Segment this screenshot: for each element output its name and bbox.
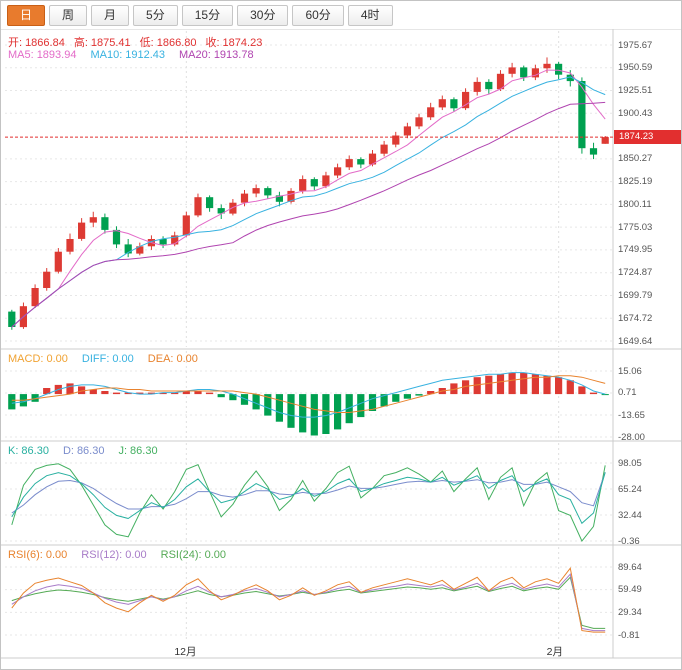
close-value: 收: 1874.23 bbox=[205, 37, 263, 49]
high-value: 高: 1875.41 bbox=[73, 37, 131, 49]
timeframe-tab-5min[interactable]: 5分 bbox=[133, 4, 178, 26]
macd-histogram bbox=[8, 372, 609, 436]
grid-lines bbox=[5, 31, 613, 641]
low-value: 低: 1866.80 bbox=[139, 37, 197, 49]
timeframe-toolbar: 日周月 5分 15分 30分 60分 4时 bbox=[1, 1, 681, 29]
rsi12-value: RSI(12): 0.00 bbox=[81, 549, 147, 561]
kdj-readout: K: 86.30 D: 86.30 J: 86.30 bbox=[8, 445, 158, 457]
macd-lines bbox=[11, 372, 606, 418]
timeframe-tab-15min[interactable]: 15分 bbox=[181, 4, 234, 26]
timeframe-tab-4hour[interactable]: 4时 bbox=[347, 4, 393, 26]
macd-value: MACD: 0.00 bbox=[8, 353, 68, 365]
d-value: D: 86.30 bbox=[62, 445, 105, 457]
ohlc-readout: 开: 1866.84 高: 1875.41 低: 1866.80 收: 1874.23 bbox=[8, 34, 262, 50]
timeframe-tab-60min[interactable]: 60分 bbox=[292, 4, 344, 26]
ma-lines bbox=[11, 69, 606, 328]
timeframe-tab-week[interactable]: 周 bbox=[49, 4, 88, 26]
ma5-value: MA5: 1893.94 bbox=[8, 49, 77, 61]
kdj-lines bbox=[11, 463, 606, 542]
panel-separators bbox=[1, 28, 681, 659]
candlestick-series bbox=[8, 57, 609, 330]
timeframe-tab-day[interactable]: 日 bbox=[7, 4, 46, 26]
dea-value: DEA: 0.00 bbox=[147, 353, 198, 365]
current-price-tag: 1874.23 bbox=[614, 130, 681, 145]
ma10-value: MA10: 1912.43 bbox=[90, 49, 166, 61]
diff-value: DIFF: 0.00 bbox=[81, 353, 134, 365]
rsi-readout: RSI(6): 0.00 RSI(12): 0.00 RSI(24): 0.00 bbox=[8, 549, 226, 561]
macd-readout: MACD: 0.00 DIFF: 0.00 DEA: 0.00 bbox=[8, 353, 198, 365]
rsi6-value: RSI(6): 0.00 bbox=[8, 549, 68, 561]
rsi-lines bbox=[11, 567, 606, 633]
open-value: 开: 1866.84 bbox=[8, 37, 65, 49]
timeframe-tab-30min[interactable]: 30分 bbox=[237, 4, 289, 26]
j-value: J: 86.30 bbox=[118, 445, 158, 457]
ma-readout: MA5: 1893.94 MA10: 1912.43 MA20: 1913.78 bbox=[8, 49, 254, 61]
rsi24-value: RSI(24): 0.00 bbox=[160, 549, 227, 561]
ma20-value: MA20: 1913.78 bbox=[179, 49, 254, 61]
k-value: K: 86.30 bbox=[8, 445, 49, 457]
timeframe-tab-month[interactable]: 月 bbox=[91, 4, 130, 26]
